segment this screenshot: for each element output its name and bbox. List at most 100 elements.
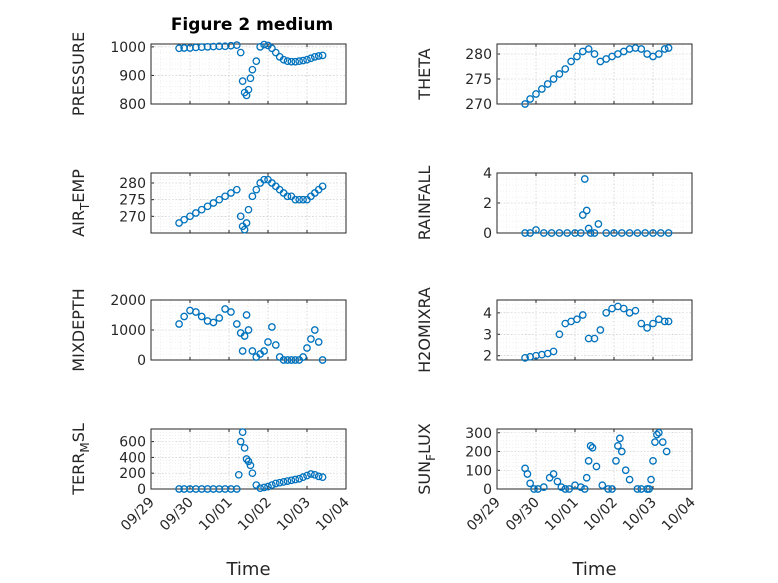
data-point xyxy=(660,45,669,53)
data-point xyxy=(197,205,206,214)
data-point xyxy=(287,57,296,66)
data-point xyxy=(539,229,548,237)
data-point xyxy=(633,485,642,493)
data-point xyxy=(291,475,300,484)
data-point xyxy=(236,48,245,57)
data-point xyxy=(578,311,587,319)
x-tick-label: 09/30 xyxy=(503,495,543,535)
y-tick-label: 2 xyxy=(483,196,492,212)
data-point xyxy=(238,428,247,437)
data-point xyxy=(307,335,315,343)
data-point xyxy=(318,356,327,364)
x-tick-label: 10/04 xyxy=(659,494,699,534)
x-tick-label: 09/29 xyxy=(464,495,504,535)
data-point xyxy=(580,175,589,183)
y-tick-label: 900 xyxy=(119,68,146,84)
data-point xyxy=(244,457,253,466)
data-point xyxy=(615,434,624,443)
y-axis-label: MIXDEPTH xyxy=(69,288,88,371)
data-point xyxy=(227,308,235,316)
data-point xyxy=(532,226,540,234)
y-axis-label: H2OMIXRA xyxy=(415,287,434,373)
data-point xyxy=(180,215,188,224)
data-point xyxy=(318,51,327,60)
x-tick-label: 10/04 xyxy=(313,494,353,534)
data-point xyxy=(240,225,249,234)
axes-frame xyxy=(496,428,693,490)
data-point xyxy=(232,41,241,49)
data-point xyxy=(186,212,194,221)
data-point xyxy=(521,354,529,362)
data-point xyxy=(303,471,311,480)
data-point xyxy=(582,206,591,215)
data-point xyxy=(318,182,327,191)
data-point xyxy=(610,229,618,237)
data-point xyxy=(584,45,593,53)
y-tick-label: 100 xyxy=(465,463,492,479)
subplot-h2omixra: 2 3 4 H2OMIXRA xyxy=(415,287,693,373)
data-point xyxy=(287,476,296,485)
data-point xyxy=(651,438,659,446)
axes-frame xyxy=(496,172,693,234)
data-point xyxy=(234,470,243,479)
data-point xyxy=(547,229,556,237)
y-tick-label: 200 xyxy=(119,466,146,482)
data-point xyxy=(260,347,268,355)
data-point xyxy=(596,326,605,334)
data-point xyxy=(310,326,319,334)
data-point xyxy=(598,481,607,490)
data-point xyxy=(549,75,558,83)
data-point xyxy=(232,485,241,493)
data-point xyxy=(303,344,311,352)
data-point xyxy=(537,85,546,93)
data-point xyxy=(244,326,253,334)
data-point xyxy=(543,80,552,88)
data-point xyxy=(614,442,622,450)
data-point xyxy=(260,483,268,492)
data-point xyxy=(252,57,261,65)
data-point xyxy=(553,477,562,486)
data-point xyxy=(248,347,257,355)
data-point xyxy=(576,483,585,491)
data-point xyxy=(242,219,251,227)
data-point xyxy=(584,457,593,465)
data-point xyxy=(649,229,657,237)
data-point xyxy=(557,483,566,491)
axes-frame xyxy=(150,43,347,105)
data-point xyxy=(643,324,652,332)
data-point xyxy=(238,77,247,85)
data-point xyxy=(248,65,257,74)
data-point xyxy=(260,40,268,49)
data-point xyxy=(521,100,529,108)
data-point xyxy=(641,229,650,237)
data-point xyxy=(260,175,268,184)
data-point xyxy=(653,430,661,439)
data-point xyxy=(279,478,288,486)
data-point xyxy=(588,443,597,452)
y-tick-label: 1000 xyxy=(110,323,146,339)
data-point xyxy=(526,479,535,488)
y-tick-label: 300 xyxy=(465,426,492,442)
data-point xyxy=(180,312,188,321)
data-point xyxy=(287,356,296,364)
data-point xyxy=(526,95,535,103)
data-point xyxy=(209,318,218,327)
data-point xyxy=(215,195,224,204)
data-point xyxy=(647,475,655,484)
data-point xyxy=(590,229,599,237)
data-point xyxy=(291,195,300,204)
data-point xyxy=(264,338,272,346)
y-tick-label: 0 xyxy=(137,482,146,498)
data-point xyxy=(192,209,200,217)
data-point xyxy=(244,205,253,214)
data-point xyxy=(586,229,595,237)
data-point xyxy=(561,65,570,73)
data-point xyxy=(314,338,323,346)
data-point xyxy=(602,309,611,317)
data-point xyxy=(573,315,581,324)
data-point xyxy=(631,306,640,315)
data-point xyxy=(567,57,575,66)
y-axis-label: SUNFLUX xyxy=(415,423,438,495)
